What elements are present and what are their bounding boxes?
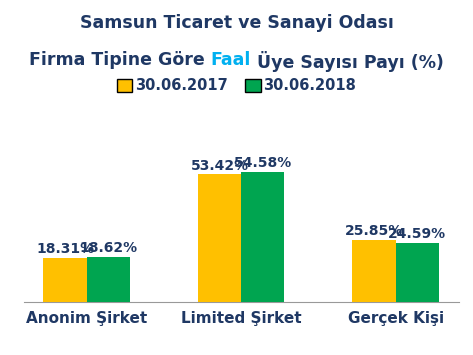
Bar: [396, 243, 439, 302]
Text: 18.62%: 18.62%: [79, 241, 137, 256]
Bar: [241, 172, 284, 302]
Bar: [352, 240, 396, 302]
Text: Faal: Faal: [211, 51, 251, 70]
Text: 18.31%: 18.31%: [36, 242, 94, 256]
Text: 53.42%: 53.42%: [191, 159, 249, 173]
Text: Samsun Ticaret ve Sanayi Odası: Samsun Ticaret ve Sanayi Odası: [79, 14, 394, 32]
Bar: [198, 174, 241, 302]
Bar: [87, 257, 130, 302]
Text: Üye Sayısı Payı (%): Üye Sayısı Payı (%): [251, 51, 444, 72]
Text: 54.58%: 54.58%: [234, 156, 292, 170]
Text: Firma Tipine Göre: Firma Tipine Göre: [29, 51, 211, 70]
Text: 24.59%: 24.59%: [388, 227, 447, 241]
Text: 30.06.2018: 30.06.2018: [263, 78, 356, 93]
Text: 30.06.2017: 30.06.2017: [135, 78, 228, 93]
Bar: [44, 258, 87, 302]
Text: 25.85%: 25.85%: [345, 224, 403, 238]
